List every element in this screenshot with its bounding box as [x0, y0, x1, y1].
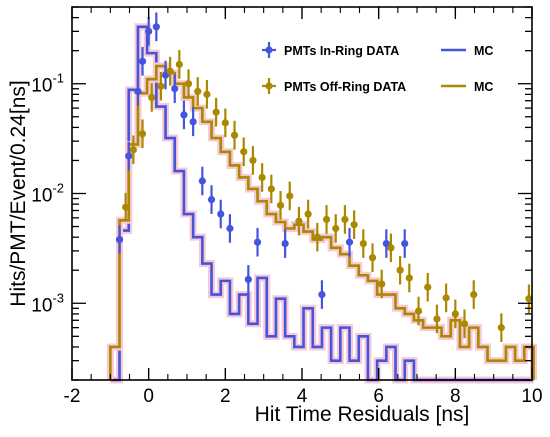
data-point [433, 315, 441, 323]
legend-label-data: PMTs In-Ring DATA [284, 44, 399, 58]
data-point [387, 244, 395, 252]
data-point [166, 67, 174, 75]
data-point [359, 239, 367, 248]
data-point [382, 239, 390, 248]
data-point [207, 195, 216, 204]
data-point [226, 224, 234, 233]
series-2-data-points [122, 50, 533, 342]
data-point [212, 108, 220, 116]
data-point [194, 87, 202, 96]
series-0-data-points [115, 12, 409, 309]
mc-histogram-line [110, 25, 534, 382]
data-point [424, 283, 432, 291]
data-point [414, 307, 423, 315]
data-point [401, 239, 409, 248]
data-point [203, 90, 211, 98]
data-point [304, 210, 312, 218]
data-point [184, 80, 193, 88]
legend-marker-data [262, 78, 276, 94]
data-point [368, 254, 377, 262]
y-axis-title: Hits/PMT/Event/0.24[ns] [7, 80, 30, 306]
data-point [221, 119, 229, 127]
x-tick-label: 2 [220, 386, 231, 407]
data-point [244, 275, 252, 283]
data-point [460, 320, 469, 328]
x-tick-label: 0 [143, 386, 154, 407]
x-tick-label: 8 [450, 386, 461, 407]
data-point [286, 192, 294, 200]
data-point [125, 152, 133, 160]
data-point [171, 85, 179, 93]
data-point [138, 130, 147, 138]
data-point [451, 310, 459, 318]
data-point [322, 215, 331, 224]
data-point [470, 290, 478, 299]
data-point [129, 146, 137, 154]
series-1-mc-histogram [110, 23, 534, 384]
data-point [253, 238, 262, 246]
legend-marker-data [262, 42, 276, 58]
data-point [497, 324, 505, 332]
y-tick-exponent: -2 [52, 181, 64, 196]
y-tick-exponent: -3 [52, 290, 64, 305]
y-tick-exponent: -1 [52, 71, 64, 86]
data-point [134, 87, 142, 96]
x-tick-label: -2 [64, 386, 81, 407]
data-point [152, 23, 160, 31]
legend-marker-dot [265, 82, 273, 90]
y-tick-base: 10 [31, 295, 52, 316]
y-tick-base: 10 [31, 186, 52, 207]
y-tick-label: 10-3 [31, 290, 64, 316]
data-point [240, 148, 248, 156]
data-point [332, 224, 340, 233]
data-point [405, 274, 413, 282]
legend-marker-dot [265, 46, 273, 54]
data-point [276, 201, 285, 209]
x-tick-label: 4 [297, 386, 308, 407]
x-tick-label: 6 [373, 386, 384, 407]
data-point [258, 173, 266, 182]
x-axis-title: Hit Time Residuals [ns] [255, 403, 470, 426]
y-tick-base: 10 [31, 76, 52, 97]
data-point [189, 118, 197, 126]
series-layer [106, 12, 538, 384]
data-point [157, 82, 165, 90]
legend-label-mc: MC [474, 44, 493, 58]
data-point [313, 233, 321, 241]
data-point [122, 203, 130, 211]
data-point [442, 294, 450, 302]
legend: PMTs In-Ring DATA MC PMTs Off-Ring DATA MC [262, 42, 493, 94]
x-tick-label: 10 [521, 386, 542, 407]
data-point [281, 239, 289, 248]
data-point [175, 60, 183, 68]
data-point [115, 236, 124, 244]
data-point [217, 210, 225, 218]
data-point [295, 217, 303, 225]
data-point [267, 185, 275, 193]
legend-label-mc: MC [474, 80, 493, 94]
data-point [230, 131, 239, 139]
y-tick-label: 10-1 [31, 71, 64, 97]
data-point [198, 177, 206, 185]
data-point [350, 221, 358, 229]
data-point [249, 156, 257, 165]
data-point [525, 295, 533, 303]
data-point [345, 238, 354, 246]
data-point [138, 57, 147, 65]
data-point [396, 266, 404, 274]
data-point [378, 280, 386, 288]
data-point [145, 27, 153, 35]
data-point [341, 215, 349, 224]
legend-label-data: PMTs Off-Ring DATA [284, 80, 406, 94]
data-point [318, 290, 326, 299]
y-tick-label: 10-2 [31, 181, 64, 207]
data-point [148, 93, 156, 102]
data-point [180, 111, 188, 119]
